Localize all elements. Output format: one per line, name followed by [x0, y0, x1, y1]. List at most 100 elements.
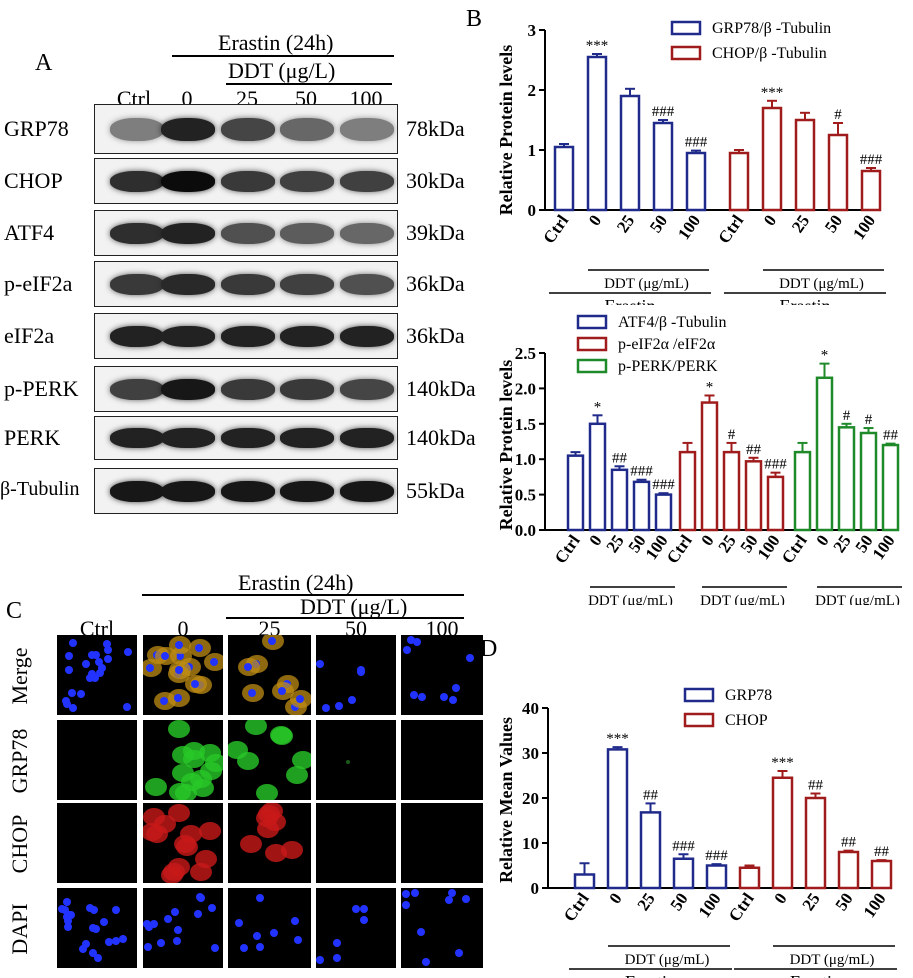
- treatment-label: Erastin: [625, 972, 676, 978]
- x-tick-label: 50: [831, 889, 856, 914]
- panel-c-treatment: Erastin (24h): [238, 570, 354, 595]
- cell-nucleus: [332, 954, 341, 963]
- micro-column-label: 25: [258, 616, 281, 641]
- cell-nucleus: [417, 927, 426, 936]
- significance-mark: ###: [630, 464, 653, 480]
- bar: [793, 450, 812, 532]
- cell-nucleus: [240, 943, 249, 952]
- panel-a-treatment: Erastin (24h): [218, 30, 334, 55]
- significance-mark: ##: [746, 442, 762, 458]
- blot-band: [280, 170, 334, 192]
- x-tick-label: Ctrl: [560, 889, 593, 925]
- significance-mark: ###: [652, 477, 675, 493]
- blot-band: [221, 273, 275, 295]
- significance-mark: #: [843, 408, 851, 424]
- cell-nucleus: [69, 638, 78, 647]
- micro-image: [57, 720, 137, 800]
- micro-image: [401, 635, 483, 715]
- treatment-label: Erastin: [790, 972, 841, 978]
- bar: [610, 468, 629, 532]
- blot-strip: [94, 366, 398, 412]
- cell-nucleus: [406, 636, 415, 645]
- x-tick-label: 25: [633, 889, 658, 914]
- legend-label: p-PERK/PERK: [618, 358, 718, 375]
- y-tick-label: 30: [522, 744, 539, 763]
- bar: [652, 121, 674, 212]
- group-label: DDT (μg/mL): [588, 593, 673, 605]
- blot-band: [161, 170, 215, 192]
- treatment-label: Erastin: [605, 296, 656, 305]
- blot-protein-label: p-eIF2a: [4, 271, 73, 296]
- y-axis-label: Relative Mean Values: [496, 717, 516, 883]
- micro-image: [401, 888, 483, 968]
- y-axis-label: Relative Protein levels: [496, 360, 516, 531]
- panel-a-ddt-line: [226, 83, 392, 85]
- bar: [744, 460, 763, 532]
- cell-body: [257, 804, 280, 823]
- bar: [654, 493, 673, 532]
- group-label: DDT (μg/mL): [790, 952, 875, 968]
- significance-mark: ***: [761, 85, 784, 101]
- significance-mark: ###: [860, 152, 883, 168]
- cell-nucleus: [173, 937, 182, 946]
- bar: [722, 450, 741, 532]
- cell-nucleus: [247, 688, 256, 697]
- cell-body: [346, 760, 350, 764]
- panel-c-ddt-header: DDT (μg/L): [300, 594, 408, 619]
- x-tick-label: 25: [602, 531, 627, 556]
- micro-image: [316, 803, 396, 883]
- blot-band: [161, 117, 215, 141]
- legend-label: CHOP: [725, 712, 768, 729]
- blot-band: [221, 480, 275, 502]
- cell-nucleus: [410, 690, 418, 699]
- cell-nucleus: [417, 693, 426, 702]
- treatment-label: Erastin: [780, 296, 831, 305]
- bar: [700, 401, 719, 532]
- y-tick-label: 20: [522, 789, 539, 808]
- cell-body: [172, 746, 195, 765]
- cell-nucleus: [164, 915, 173, 924]
- blot-mw-label: 55kDa: [406, 478, 465, 503]
- cell-nucleus: [65, 666, 74, 675]
- group-label: DDT (μg/mL): [625, 952, 710, 968]
- micro-image: [316, 720, 396, 800]
- cell-nucleus: [82, 939, 90, 948]
- cell-body: [286, 765, 309, 784]
- x-tick-label: 25: [613, 211, 638, 236]
- x-tick-label: 25: [714, 531, 739, 556]
- blot-strip: [94, 261, 398, 307]
- cell-body: [189, 769, 212, 788]
- blot-mw-label: 140kDa: [406, 425, 476, 450]
- blot-protein-label: eIF2a: [4, 323, 55, 348]
- y-tick-label: 2: [528, 81, 537, 100]
- cell-nucleus: [402, 900, 411, 909]
- group-label: DDT (μg/mL): [700, 593, 785, 605]
- cell-nucleus: [89, 924, 98, 933]
- micro-image: [143, 635, 223, 715]
- significance-mark: ##: [808, 778, 824, 794]
- panel-d-letter: D: [480, 636, 498, 662]
- bar: [566, 454, 585, 532]
- blot-protein-label: GRP78: [4, 116, 69, 141]
- cell-nucleus: [96, 669, 105, 678]
- cell-nucleus: [413, 637, 422, 646]
- y-tick-label: 10: [522, 834, 539, 853]
- blot-band: [280, 428, 334, 448]
- x-tick-label: Ctrl: [539, 211, 572, 247]
- y-tick-label: 2.5: [515, 344, 536, 363]
- cell-nucleus: [322, 704, 331, 713]
- legend-swatch: [576, 358, 608, 374]
- panel-a-letter: A: [35, 50, 53, 76]
- blot-mw-label: 36kDa: [406, 323, 465, 348]
- x-tick-label: Ctrl: [714, 211, 747, 247]
- cell-nucleus: [268, 636, 277, 645]
- significance-mark: ##: [643, 787, 659, 803]
- significance-mark: ##: [841, 835, 857, 851]
- micro-image: [316, 635, 396, 715]
- x-tick-label: 0: [770, 889, 790, 907]
- y-tick-label: 40: [522, 699, 539, 718]
- cell-nucleus: [161, 651, 170, 660]
- blot-strip: [94, 210, 398, 256]
